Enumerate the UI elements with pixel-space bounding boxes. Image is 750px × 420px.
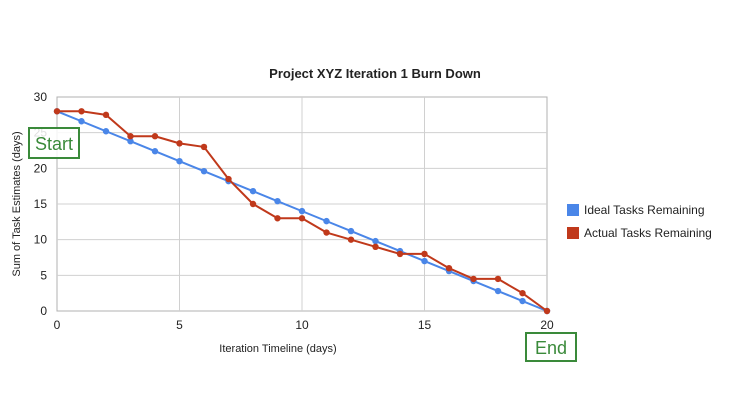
data-point-ideal [372, 237, 379, 245]
data-point-ideal [347, 227, 355, 235]
x-tick-label: 20 [540, 318, 554, 332]
data-point-ideal [323, 217, 330, 225]
data-point-actual [200, 143, 208, 151]
data-point-actual [347, 236, 355, 243]
data-point-ideal [151, 148, 159, 155]
y-tick-label: 0 [40, 304, 47, 318]
y-tick-label: 30 [34, 90, 48, 104]
end-callout-label: End [535, 338, 567, 358]
x-axis-title: Iteration Timeline (days) [219, 343, 336, 355]
data-point-ideal [176, 158, 183, 165]
data-point-actual [543, 307, 551, 315]
data-point-actual [274, 215, 281, 222]
data-point-actual [53, 108, 61, 115]
data-point-ideal [78, 118, 85, 125]
data-point-actual [323, 229, 330, 236]
legend-label: Actual Tasks Remaining [584, 226, 712, 240]
data-point-actual [225, 175, 232, 183]
x-tick-label: 15 [418, 318, 432, 332]
data-point-ideal [102, 128, 110, 135]
data-point-actual [470, 275, 477, 283]
data-point-actual [445, 265, 453, 272]
legend-swatch [567, 204, 579, 216]
data-point-actual [396, 250, 404, 258]
y-tick-label: 10 [34, 233, 48, 247]
data-point-actual [298, 215, 306, 222]
series-layer [53, 108, 551, 315]
end-callout-box [525, 332, 577, 362]
tick-labels: 05101520253005101520 [34, 90, 554, 332]
data-point-ideal [421, 257, 428, 265]
x-tick-label: 5 [176, 318, 183, 332]
data-point-actual [102, 111, 110, 119]
data-point-actual [519, 289, 526, 297]
data-point-actual [151, 133, 159, 140]
y-tick-label: 15 [34, 197, 48, 211]
y-tick-label: 20 [34, 161, 48, 175]
data-point-actual [421, 250, 428, 258]
data-point-ideal [200, 167, 208, 175]
legend-label: Ideal Tasks Remaining [584, 203, 705, 217]
data-point-ideal [298, 207, 306, 215]
data-point-ideal [249, 187, 257, 195]
x-tick-label: 0 [54, 318, 61, 332]
legend-swatch [567, 227, 579, 239]
data-point-ideal [494, 287, 502, 295]
y-tick-label: 5 [40, 268, 47, 282]
chart-title: Project XYZ Iteration 1 Burn Down [269, 66, 481, 81]
data-point-actual [78, 108, 85, 115]
data-point-ideal [519, 297, 526, 305]
start-callout-box [28, 127, 80, 159]
y-axis-title: Sum of Task Estimates (days) [11, 131, 23, 276]
x-tick-label: 10 [295, 318, 309, 332]
data-point-actual [249, 200, 257, 208]
data-point-actual [176, 140, 183, 147]
data-point-actual [494, 275, 502, 283]
start-callout-label: Start [35, 134, 73, 154]
data-point-ideal [127, 138, 134, 145]
legend: Ideal Tasks Remaining Actual Tasks Remain… [567, 203, 712, 240]
data-point-ideal [274, 197, 281, 205]
data-point-actual [372, 243, 379, 250]
data-point-actual [127, 133, 134, 140]
